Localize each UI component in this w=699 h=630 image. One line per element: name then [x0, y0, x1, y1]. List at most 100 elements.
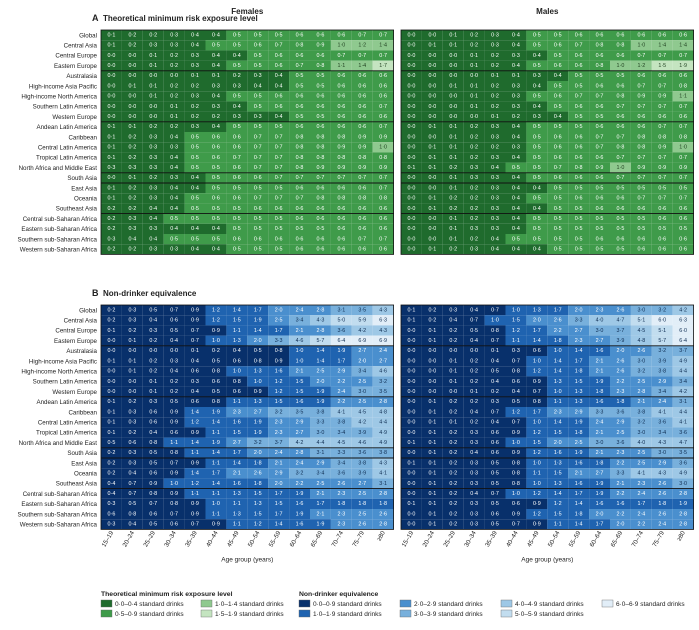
cell-value: 0·1: [108, 399, 116, 405]
heatmap-cell: [589, 81, 610, 92]
cell-value: 2·6: [254, 471, 262, 477]
heatmap-cell: [289, 447, 310, 458]
heatmap-cell: [547, 356, 569, 367]
cell-value: 1·9: [679, 63, 687, 69]
heatmap-cell: [310, 132, 331, 143]
heatmap-cell: [351, 172, 373, 183]
cell-value: 0·2: [149, 32, 157, 38]
heatmap-cell: [630, 509, 652, 520]
heatmap-cell: [310, 478, 331, 489]
heatmap-cell: [101, 213, 122, 224]
heatmap-cell: [421, 305, 443, 316]
heatmap-border: [400, 29, 695, 255]
heatmap-cell: [630, 132, 652, 143]
cell-value: 0·1: [408, 460, 416, 466]
cell-value: 2·8: [679, 491, 687, 497]
cell-value: 0·2: [149, 338, 157, 344]
x-tick-label: 20–24: [421, 529, 436, 548]
cell-value: 0·4: [275, 114, 283, 120]
cell-value: 1·9: [254, 318, 262, 324]
cell-value: 0·0: [408, 379, 416, 385]
cell-value: 1·9: [212, 440, 220, 446]
heatmap-cell: [184, 427, 206, 438]
heatmap-cell: [372, 427, 394, 438]
heatmap-cell: [163, 345, 185, 356]
cell-value: 0·1: [470, 94, 478, 100]
cell-value: 0·5: [233, 124, 241, 130]
heatmap-cell: [247, 305, 269, 316]
legend-title-green: Theoretical minimum risk exposure level: [101, 591, 233, 598]
cell-value: 1·2: [533, 369, 541, 375]
cell-value: 0·7: [512, 358, 520, 364]
cell-value: 0·9: [379, 134, 387, 140]
heatmap-cell: [463, 121, 485, 132]
heatmap-cell: [421, 183, 443, 194]
cell-value: 0·1: [149, 389, 157, 395]
heatmap-cell: [205, 81, 227, 92]
cell-value: 0·8: [658, 134, 666, 140]
heatmap-cell: [372, 60, 394, 71]
heatmap-cell: [289, 40, 310, 51]
cell-value: 0·6: [275, 236, 283, 242]
cell-value: 0·2: [128, 328, 136, 334]
cell-value: 0·6: [575, 53, 583, 59]
cell-value: 0·9: [337, 145, 345, 151]
heatmap-cell: [163, 234, 185, 245]
cell-value: 2·3: [337, 511, 345, 517]
cell-value: 0·6: [596, 196, 604, 202]
cell-value: 0·1: [191, 348, 199, 354]
cell-value: 4·3: [379, 460, 387, 466]
cell-value: 0·3: [170, 43, 178, 49]
cell-value: 0·5: [575, 114, 583, 120]
cell-value: 0·6: [254, 175, 262, 181]
cell-value: 0·6: [212, 145, 220, 151]
heatmap-cell: [372, 111, 394, 122]
heatmap-cell: [184, 488, 206, 499]
heatmap-cell: [247, 152, 269, 163]
heatmap-cell: [568, 91, 590, 102]
heatmap-cell: [142, 417, 164, 428]
heatmap-cell: [401, 172, 422, 183]
heatmap-cell: [351, 162, 373, 173]
cell-value: 2·1: [617, 481, 625, 487]
cell-value: 0·1: [470, 83, 478, 89]
heatmap-cell: [442, 183, 464, 194]
cell-value: 0·5: [512, 399, 520, 405]
cell-value: 0·7: [128, 481, 136, 487]
cell-value: 0·6: [658, 32, 666, 38]
heatmap-cell: [184, 345, 206, 356]
cell-value: 0·1: [108, 328, 116, 334]
cell-value: 2·1: [596, 430, 604, 436]
cell-value: 0·6: [679, 236, 687, 242]
heatmap-cell: [289, 488, 310, 499]
heatmap-cell: [568, 396, 590, 407]
heatmap-cell: [463, 213, 485, 224]
cell-value: 3·6: [617, 409, 625, 415]
cell-value: 0·4: [212, 53, 220, 59]
heatmap-cell: [121, 223, 143, 234]
cell-value: 0·8: [512, 369, 520, 375]
heatmap-cell: [401, 162, 422, 173]
cell-value: 0·4: [149, 318, 157, 324]
cell-value: 0·0: [428, 175, 436, 181]
cell-value: 0·5: [491, 481, 499, 487]
cell-value: 0·0: [428, 185, 436, 191]
cell-value: 3·8: [317, 409, 325, 415]
heatmap-cell: [421, 325, 443, 336]
cell-value: 3·5: [679, 450, 687, 456]
cell-value: 2·0: [533, 318, 541, 324]
heatmap-cell: [351, 376, 373, 387]
heatmap-cell: [163, 132, 185, 143]
x-tick-label: 60–64: [589, 529, 604, 548]
cell-value: 1·2: [512, 328, 520, 334]
region-label: Western sub-Saharan Africa: [20, 247, 98, 254]
heatmap-cell: [142, 193, 164, 204]
heatmap-cell: [672, 172, 694, 183]
cell-value: 0·4: [128, 522, 136, 528]
cell-value: 2·8: [379, 399, 387, 405]
heatmap-cell: [401, 193, 422, 204]
cell-value: 3·2: [275, 409, 283, 415]
heatmap-cell: [184, 91, 206, 102]
cell-value: 0·5: [512, 165, 520, 171]
cell-value: 0·8: [512, 471, 520, 477]
